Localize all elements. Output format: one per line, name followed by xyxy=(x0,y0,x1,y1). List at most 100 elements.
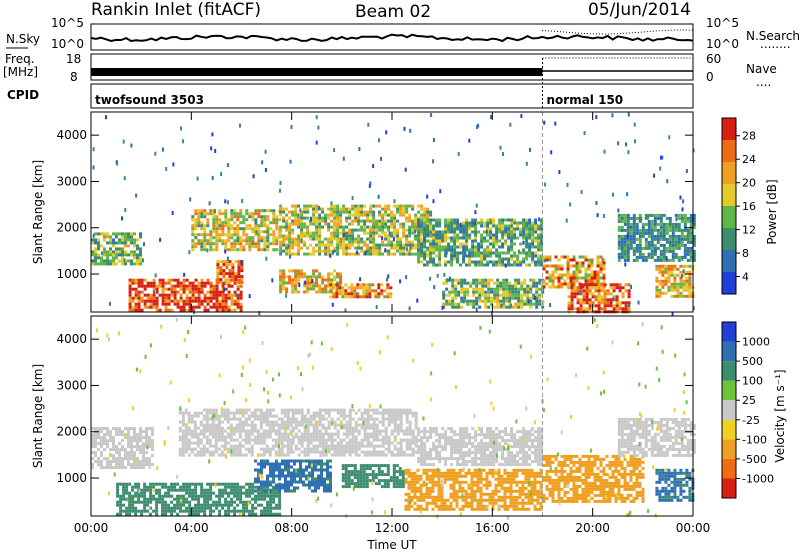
power-panel: 1000 2000 3000 4000 Slant Range [km] 28 24 20… xyxy=(31,111,779,316)
scatter-echoes xyxy=(96,317,688,520)
power-colorbar: 28 24 20 16 12 8 4 xyxy=(721,117,756,295)
echo-region xyxy=(542,454,645,503)
echo-region xyxy=(291,408,418,457)
echo-region xyxy=(417,427,544,467)
x-tick-label: 20:00 xyxy=(575,521,610,535)
echo-region xyxy=(329,283,393,299)
freq-right-legend-line: .... xyxy=(756,75,771,89)
colorbar-tick-label: 8 xyxy=(742,247,749,260)
echo-region xyxy=(178,408,293,457)
colorbar-tick-label: 4 xyxy=(742,271,749,284)
freq-panel-frame xyxy=(90,53,694,81)
echo-region xyxy=(191,209,282,252)
noise-panel: N.Sky 10^5 10^0 10^5 10^0 N.Search .....… xyxy=(6,16,800,51)
echo-region xyxy=(216,260,244,285)
cpid-panel: CPID twofsound 3503 normal 150 xyxy=(7,83,694,109)
y-tick-label: 3000 xyxy=(56,174,87,188)
freq-right-tick-top: 60 xyxy=(706,52,721,66)
y-tick-label: 4000 xyxy=(56,128,87,142)
cpid-segment-label: twofsound 3503 xyxy=(95,93,204,107)
colorbar-swatch xyxy=(722,140,736,162)
colorbar-swatch xyxy=(722,228,736,250)
colorbar-swatch xyxy=(722,380,736,401)
echo-region xyxy=(655,264,695,298)
power-y-axis-label: Slant Range [km] xyxy=(31,160,45,264)
power-heatmap xyxy=(91,112,696,316)
echo-region xyxy=(128,278,243,312)
echo-region xyxy=(116,482,282,516)
y-tick-label: 2000 xyxy=(56,425,87,439)
noise-left-tick-top: 10^5 xyxy=(51,16,84,30)
x-tick-label: 16:00 xyxy=(475,521,510,535)
colorbar-tick-label: 16 xyxy=(742,200,756,213)
velocity-axes: 1000 2000 3000 4000 00:00 04:00 08:00 12:00 16:0… xyxy=(56,316,710,535)
echo-region xyxy=(655,468,695,502)
colorbar-swatch xyxy=(722,272,736,294)
x-tick-label: 08:00 xyxy=(274,521,309,535)
echo-region xyxy=(404,468,543,511)
colorbar-tick-label: 24 xyxy=(742,153,756,166)
cpid-segment-label: normal 150 xyxy=(547,93,624,107)
noise-traces xyxy=(90,29,694,43)
noise-panel-frame xyxy=(90,23,694,51)
colorbar-swatch xyxy=(722,400,736,420)
echo-region xyxy=(254,459,332,493)
sky-noise-line xyxy=(90,33,694,43)
noise-right-legend-line: ........ xyxy=(760,37,791,51)
noise-right-tick-top: 10^5 xyxy=(706,16,739,30)
echo-region xyxy=(341,464,405,489)
echo-region xyxy=(91,427,154,470)
velocity-colorbar-label: Velocity [m s⁻¹] xyxy=(773,369,787,462)
velocity-y-axis-label: Slant Range [km] xyxy=(31,364,45,468)
colorbar-swatch xyxy=(722,162,736,184)
scatter-echoes xyxy=(92,112,695,316)
echo-region xyxy=(617,213,696,262)
colorbar-tick-label: -25 xyxy=(742,414,760,427)
colorbar-swatch xyxy=(722,322,736,342)
x-tick-label: 00:00 xyxy=(676,521,711,535)
echo-region xyxy=(91,232,142,266)
colorbar-swatch xyxy=(722,341,736,362)
noise-right-tick-bottom: 10^0 xyxy=(706,37,739,51)
x-axis-label: Time UT xyxy=(366,538,417,552)
colorbar-tick-label: -500 xyxy=(742,453,767,466)
x-tick-label: 04:00 xyxy=(174,521,209,535)
colorbar-swatch xyxy=(722,118,736,140)
y-tick-label: 4000 xyxy=(56,332,87,346)
echo-region xyxy=(417,218,544,267)
freq-traces xyxy=(91,57,693,108)
freq-panel: Freq. [MHz] 18 8 60 0 Nave .... xyxy=(3,52,777,108)
colorbar-swatch xyxy=(722,184,736,206)
colorbar-tick-label: -100 xyxy=(742,433,767,446)
colorbar-swatch xyxy=(722,419,736,440)
echo-region xyxy=(442,278,545,309)
date-label: 05/Jun/2014 xyxy=(588,0,691,20)
y-tick-label: 3000 xyxy=(56,378,87,392)
echo-region xyxy=(279,269,343,294)
colorbar-swatch xyxy=(722,361,736,381)
cpid-label: CPID xyxy=(7,88,39,102)
noise-right-label: N.Search xyxy=(746,29,800,43)
colorbar-swatch xyxy=(722,250,736,272)
colorbar-tick-label: 500 xyxy=(742,355,763,368)
velocity-panel: 1000 2000 3000 4000 00:00 04:00 08:00 12:00 16:0… xyxy=(31,315,787,552)
colorbar-tick-label: 12 xyxy=(742,224,756,237)
colorbar-tick-label: 28 xyxy=(742,130,756,143)
figure-title: Rankin Inlet (fitACF) xyxy=(91,0,261,20)
beam-label: Beam 02 xyxy=(355,2,431,22)
cpid-segments: twofsound 3503 normal 150 xyxy=(95,93,623,107)
freq-left-label-2: [MHz] xyxy=(3,65,38,79)
freq-right-tick-bottom: 0 xyxy=(706,70,714,84)
colorbar-tick-label: 1000 xyxy=(742,336,770,349)
freq-left-tick-top: 18 xyxy=(66,52,81,66)
freq-left-tick-bottom: 8 xyxy=(70,70,78,84)
echo-region xyxy=(567,283,631,314)
colorbar-swatch xyxy=(722,439,736,459)
cpid-panel-frame xyxy=(90,83,694,109)
x-tick-label: 12:00 xyxy=(375,521,410,535)
power-axes: 1000 2000 3000 4000 xyxy=(56,112,694,312)
echo-region xyxy=(279,204,433,256)
colorbar-swatch xyxy=(722,458,736,479)
freq-right-label: Nave xyxy=(746,62,777,76)
